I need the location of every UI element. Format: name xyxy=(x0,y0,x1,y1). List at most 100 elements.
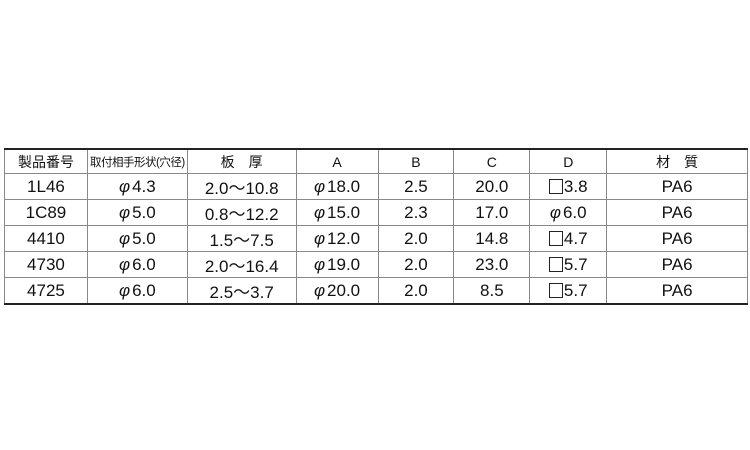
diameter-icon: φ xyxy=(313,254,326,274)
cell-thickness: 1.5～7.5 xyxy=(186,225,297,252)
table-row: 4730 φ 6.0 2.0～16.4 φ 19.0 2.0 23.0 5.7 PA6 xyxy=(4,251,748,278)
d-value: 5.7 xyxy=(563,280,588,300)
cell-hole: φ 5.0 xyxy=(86,225,188,252)
cell-d: 5.7 xyxy=(529,251,608,278)
cell-c: 8.5 xyxy=(453,277,531,305)
a-value: 19.0 xyxy=(327,254,361,274)
b-value: 2.3 xyxy=(404,202,428,222)
cell-c: 20.0 xyxy=(453,173,531,200)
header-material: 材 質 xyxy=(606,148,748,174)
header-d: D xyxy=(529,148,608,174)
b-value: 2.0 xyxy=(404,228,428,248)
cell-b: 2.0 xyxy=(377,251,455,278)
cell-a: φ 20.0 xyxy=(295,277,379,305)
hole-value: 4.3 xyxy=(132,176,156,196)
cell-material: PA6 xyxy=(606,173,748,200)
material-value: PA6 xyxy=(661,228,693,248)
c-value: 23.0 xyxy=(475,254,509,274)
spec-table: 製品番号 取付相手形状(穴径) 板 厚 A B C D 材 質 1L46 φ 4.3… xyxy=(4,148,748,305)
part-value: 1L46 xyxy=(27,176,65,196)
hole-value: 6.0 xyxy=(132,254,156,274)
cell-hole: φ 4.3 xyxy=(86,173,188,200)
cell-material: PA6 xyxy=(606,277,748,305)
a-value: 18.0 xyxy=(327,176,361,196)
b-value: 2.0 xyxy=(404,280,428,300)
cell-material: PA6 xyxy=(606,225,748,252)
cell-a: φ 18.0 xyxy=(295,173,379,200)
cell-thickness: 2.0～16.4 xyxy=(186,251,297,278)
cell-d: φ 6.0 xyxy=(529,199,608,226)
cell-c: 23.0 xyxy=(453,251,531,278)
header-row: 製品番号 取付相手形状(穴径) 板 厚 A B C D 材 質 xyxy=(4,148,748,174)
diameter-icon: φ xyxy=(118,228,131,248)
cell-d: 3.8 xyxy=(529,173,608,200)
cell-a: φ 12.0 xyxy=(295,225,379,252)
cell-part-number: 4730 xyxy=(4,251,88,278)
cell-a: φ 15.0 xyxy=(295,199,379,226)
cell-part-number: 1C89 xyxy=(4,199,88,226)
header-b: B xyxy=(377,148,455,174)
hole-value: 5.0 xyxy=(132,202,156,222)
header-mounting-hole: 取付相手形状(穴径) xyxy=(86,148,188,174)
diameter-icon: φ xyxy=(118,280,131,300)
thickness-value: 2.0～16.4 xyxy=(204,257,279,276)
c-value: 17.0 xyxy=(475,202,509,222)
hole-value: 6.0 xyxy=(132,280,156,300)
table-row: 1C89 φ 5.0 0.8～12.2 φ 15.0 2.3 17.0 φ 6.0 PA6 xyxy=(4,199,748,226)
cell-c: 14.8 xyxy=(453,225,531,252)
thickness-value: 0.8～12.2 xyxy=(204,205,279,224)
part-value: 4725 xyxy=(27,280,65,300)
d-value: 3.8 xyxy=(563,176,588,196)
cell-part-number: 1L46 xyxy=(4,173,88,200)
b-value: 2.5 xyxy=(404,176,428,196)
material-value: PA6 xyxy=(661,254,693,274)
cell-b: 2.0 xyxy=(377,277,455,305)
part-value: 4730 xyxy=(27,254,65,274)
b-value: 2.0 xyxy=(404,254,428,274)
header-part-number: 製品番号 xyxy=(4,148,88,174)
cell-thickness: 2.5～3.7 xyxy=(186,277,297,305)
table-row: 4725 φ 6.0 2.5～3.7 φ 20.0 2.0 8.5 5.7 PA6 xyxy=(4,277,748,305)
square-icon xyxy=(548,178,563,194)
d-value: 4.7 xyxy=(563,228,588,248)
square-icon xyxy=(548,256,563,272)
table-row: 4410 φ 5.0 1.5～7.5 φ 12.0 2.0 14.8 4.7 PA6 xyxy=(4,225,748,252)
cell-a: φ 19.0 xyxy=(295,251,379,278)
header-c: C xyxy=(453,148,531,174)
diameter-icon: φ xyxy=(313,202,326,222)
header-plate-thickness: 板 厚 xyxy=(186,148,297,174)
cell-c: 17.0 xyxy=(453,199,531,226)
table-row: 1L46 φ 4.3 2.0～10.8 φ 18.0 2.5 20.0 3.8 PA6 xyxy=(4,173,748,200)
cell-thickness: 2.0～10.8 xyxy=(186,173,297,200)
hole-value: 5.0 xyxy=(132,228,156,248)
material-value: PA6 xyxy=(661,202,693,222)
c-value: 14.8 xyxy=(475,228,509,248)
diameter-icon: φ xyxy=(118,254,131,274)
cell-b: 2.5 xyxy=(377,173,455,200)
diameter-icon: φ xyxy=(313,176,326,196)
a-value: 20.0 xyxy=(327,280,361,300)
header-a: A xyxy=(295,148,379,174)
cell-d: 4.7 xyxy=(529,225,608,252)
diameter-icon: φ xyxy=(118,202,131,222)
diameter-icon: φ xyxy=(313,228,326,248)
diameter-icon: φ xyxy=(313,280,326,300)
d-value: 6.0 xyxy=(562,202,587,222)
part-value: 4410 xyxy=(27,228,65,248)
d-value: 5.7 xyxy=(563,254,588,274)
cell-thickness: 0.8～12.2 xyxy=(186,199,297,226)
c-value: 8.5 xyxy=(480,280,504,300)
part-value: 1C89 xyxy=(25,202,67,222)
thickness-value: 2.0～10.8 xyxy=(204,179,279,198)
material-value: PA6 xyxy=(661,280,693,300)
a-value: 15.0 xyxy=(327,202,361,222)
a-value: 12.0 xyxy=(327,228,361,248)
cell-b: 2.0 xyxy=(377,225,455,252)
cell-b: 2.3 xyxy=(377,199,455,226)
cell-hole: φ 5.0 xyxy=(86,199,188,226)
cell-material: PA6 xyxy=(606,199,748,226)
square-icon xyxy=(548,282,563,298)
square-icon xyxy=(548,230,563,246)
diameter-icon: φ xyxy=(549,202,561,222)
c-value: 20.0 xyxy=(475,176,509,196)
